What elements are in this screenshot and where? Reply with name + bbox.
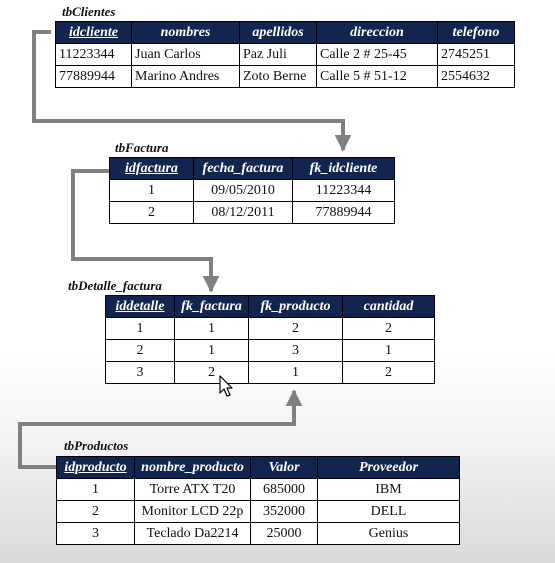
clientes-table-caption: tbClientes xyxy=(62,5,115,19)
table-cell: Zoto Berne xyxy=(240,66,317,88)
table-cell: IBM xyxy=(318,479,460,501)
column-header-telefono: telefono xyxy=(438,22,515,44)
table-cell: 77889944 xyxy=(293,202,395,224)
table-cell: 1 xyxy=(175,340,249,362)
table-cell: 1 xyxy=(57,479,135,501)
table-cell: Genius xyxy=(318,523,460,545)
table-cell: 25000 xyxy=(251,523,318,545)
table-cell: Torre ATX T20 xyxy=(135,479,251,501)
table-cell: Marino Andres xyxy=(132,66,240,88)
factura-table-caption: tbFactura xyxy=(115,141,168,155)
table-row: 77889944 Marino Andres Zoto Berne Calle … xyxy=(56,66,515,88)
table-cell: 2 xyxy=(106,340,175,362)
table-cell: 1 xyxy=(343,340,435,362)
table-cell: Calle 2 # 25-45 xyxy=(317,44,438,66)
table-cell: 2554632 xyxy=(438,66,515,88)
factura-table: idfactura fecha_factura fk_idcliente 1 0… xyxy=(109,157,395,224)
table-cell: Juan Carlos xyxy=(132,44,240,66)
column-header-valor: Valor xyxy=(251,457,318,479)
table-cell: 685000 xyxy=(251,479,318,501)
column-header-fk-idcliente: fk_idcliente xyxy=(293,158,395,180)
table-cell: 77889944 xyxy=(56,66,132,88)
column-header-nombre-producto: nombre_producto xyxy=(135,457,251,479)
productos-table-caption: tbProductos xyxy=(64,439,128,453)
column-header-apellidos: apellidos xyxy=(240,22,317,44)
table-cell: 2 xyxy=(343,362,435,384)
table-row: 11223344 Juan Carlos Paz Juli Calle 2 # … xyxy=(56,44,515,66)
table-row: 3 2 1 2 xyxy=(106,362,435,384)
table-cell: Monitor LCD 22p xyxy=(135,501,251,523)
column-header-fk-factura: fk_factura xyxy=(175,296,249,318)
column-header-idproducto: idproducto xyxy=(57,457,135,479)
table-cell: 2745251 xyxy=(438,44,515,66)
table-row: 3 Teclado Da2214 25000 Genius xyxy=(57,523,460,545)
table-cell: Paz Juli xyxy=(240,44,317,66)
table-cell: 08/12/2011 xyxy=(194,202,293,224)
table-cell: 2 xyxy=(110,202,194,224)
table-cell: 2 xyxy=(343,318,435,340)
column-header-fecha-factura: fecha_factura xyxy=(194,158,293,180)
mouse-cursor-icon xyxy=(219,375,235,399)
table-cell: 352000 xyxy=(251,501,318,523)
column-header-fk-producto: fk_producto xyxy=(249,296,343,318)
table-row: 1 1 2 2 xyxy=(106,318,435,340)
productos-table: idproducto nombre_producto Valor Proveed… xyxy=(56,456,460,545)
table-row: 2 1 3 1 xyxy=(106,340,435,362)
table-cell: 11223344 xyxy=(56,44,132,66)
table-cell: 1 xyxy=(249,362,343,384)
table-row: 2 Monitor LCD 22p 352000 DELL xyxy=(57,501,460,523)
table-row: 1 Torre ATX T20 685000 IBM xyxy=(57,479,460,501)
detalle-table-caption: tbDetalle_factura xyxy=(68,279,162,293)
column-header-direccion: direccion xyxy=(317,22,438,44)
column-header-nombres: nombres xyxy=(132,22,240,44)
column-header-iddetalle: iddetalle xyxy=(106,296,175,318)
table-cell: 11223344 xyxy=(293,180,395,202)
table-cell: 2 xyxy=(249,318,343,340)
table-row: 1 09/05/2010 11223344 xyxy=(110,180,395,202)
table-cell: 3 xyxy=(57,523,135,545)
clientes-table: idcliente nombres apellidos direccion te… xyxy=(55,21,515,88)
column-header-proveedor: Proveedor xyxy=(318,457,460,479)
table-cell: 1 xyxy=(110,180,194,202)
table-cell: Teclado Da2214 xyxy=(135,523,251,545)
table-cell: 3 xyxy=(106,362,175,384)
table-cell: DELL xyxy=(318,501,460,523)
detalle-table: iddetalle fk_factura fk_producto cantida… xyxy=(105,295,435,384)
table-cell: 2 xyxy=(175,362,249,384)
table-cell: 2 xyxy=(57,501,135,523)
column-header-idfactura: idfactura xyxy=(110,158,194,180)
table-cell: 1 xyxy=(106,318,175,340)
table-cell: 09/05/2010 xyxy=(194,180,293,202)
column-header-idcliente: idcliente xyxy=(56,22,132,44)
table-cell: Calle 5 # 51-12 xyxy=(317,66,438,88)
column-header-cantidad: cantidad xyxy=(343,296,435,318)
table-row: 2 08/12/2011 77889944 xyxy=(110,202,395,224)
table-cell: 1 xyxy=(175,318,249,340)
table-cell: 3 xyxy=(249,340,343,362)
